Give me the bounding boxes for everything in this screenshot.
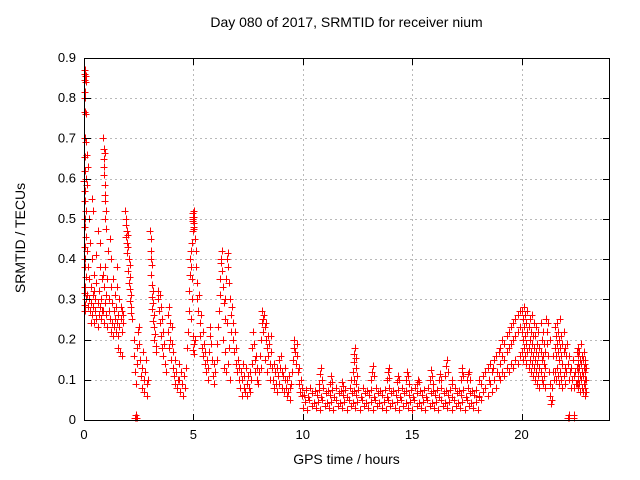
y-tick-label: 0.5 (58, 211, 76, 226)
scatter-plus-markers (80, 66, 590, 422)
x-tick-label: 10 (296, 427, 310, 442)
x-axis-label: GPS time / hours (293, 451, 400, 467)
x-tick-labels: 0 5 10 15 20 (80, 427, 528, 442)
y-tick-label: 0.3 (58, 291, 76, 306)
y-tick-label: 0.7 (58, 130, 76, 145)
x-tick-label: 15 (405, 427, 419, 442)
y-tick-label: 0.9 (58, 50, 76, 65)
y-tick-label: 0.1 (58, 372, 76, 387)
plot-border (84, 58, 610, 421)
x-tick-label: 0 (80, 427, 87, 442)
y-tick-label: 0.8 (58, 90, 76, 105)
y-tick-label: 0.4 (58, 251, 76, 266)
data-points (80, 66, 590, 422)
y-tick-labels: 0 0.1 0.2 0.3 0.4 0.5 0.6 0.7 0.8 0.9 (58, 50, 76, 427)
axis-ticks (84, 58, 609, 421)
y-tick-label: 0.2 (58, 332, 76, 347)
x-tick-label: 5 (190, 427, 197, 442)
y-tick-label: 0.6 (58, 171, 76, 186)
y-tick-label: 0 (69, 412, 76, 427)
x-tick-label: 20 (514, 427, 528, 442)
chart-title: Day 080 of 2017, SRMTID for receiver niu… (210, 14, 483, 30)
